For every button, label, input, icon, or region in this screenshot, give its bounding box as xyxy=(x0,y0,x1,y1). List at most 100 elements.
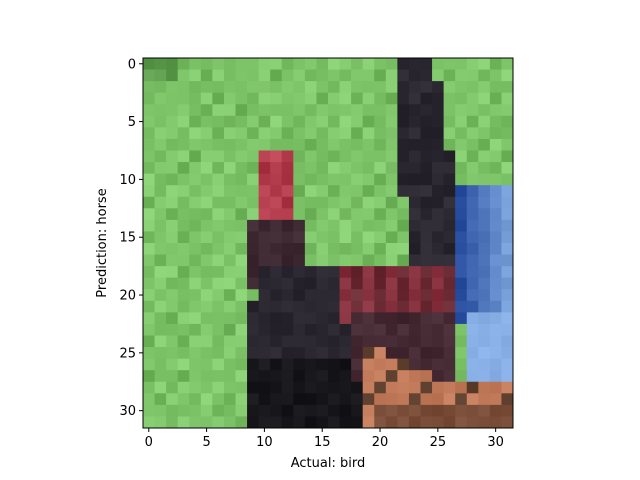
image-pixel xyxy=(177,185,190,198)
image-pixel xyxy=(328,393,340,406)
image-pixel xyxy=(304,231,317,244)
image-pixel xyxy=(489,254,502,267)
pixel-image xyxy=(143,58,514,429)
image-pixel xyxy=(304,138,317,151)
image-pixel xyxy=(189,393,202,406)
image-pixel xyxy=(270,219,283,232)
image-pixel xyxy=(328,92,340,105)
image-pixel xyxy=(177,243,190,255)
image-pixel xyxy=(478,358,491,371)
image-pixel xyxy=(247,104,260,117)
image-pixel xyxy=(212,162,225,175)
image-pixel xyxy=(455,393,468,406)
image-pixel xyxy=(189,254,202,267)
image-pixel xyxy=(212,381,225,394)
image-pixel xyxy=(443,196,456,209)
image-pixel xyxy=(293,277,306,290)
image-pixel xyxy=(304,243,317,255)
image-pixel xyxy=(408,127,421,140)
image-pixel xyxy=(293,381,306,394)
image-pixel xyxy=(478,208,491,221)
image-pixel xyxy=(432,162,445,175)
image-pixel xyxy=(200,393,213,406)
image-pixel xyxy=(374,196,387,209)
image-pixel xyxy=(189,58,202,70)
image-pixel xyxy=(200,323,213,336)
image-pixel xyxy=(339,69,352,82)
image-pixel xyxy=(177,404,190,417)
image-pixel xyxy=(432,81,445,94)
image-pixel xyxy=(501,312,514,325)
image-pixel xyxy=(212,347,225,360)
x-tick-label: 20 xyxy=(372,435,389,450)
image-pixel xyxy=(374,323,387,336)
image-pixel xyxy=(466,335,479,348)
image-pixel xyxy=(385,312,398,325)
image-pixel xyxy=(455,323,468,336)
image-pixel xyxy=(339,92,352,105)
image-pixel xyxy=(501,138,514,151)
image-pixel xyxy=(397,266,410,279)
image-pixel xyxy=(212,323,225,336)
image-pixel xyxy=(143,347,155,360)
image-pixel xyxy=(420,196,433,209)
image-pixel xyxy=(339,335,352,348)
image-pixel xyxy=(339,416,352,429)
image-pixel xyxy=(339,358,352,371)
image-pixel xyxy=(154,173,167,186)
image-pixel xyxy=(316,185,329,198)
image-pixel xyxy=(270,277,283,290)
image-pixel xyxy=(501,277,514,290)
image-pixel xyxy=(293,404,306,417)
image-pixel xyxy=(408,185,421,198)
image-pixel xyxy=(397,115,410,128)
image-pixel xyxy=(258,335,271,348)
image-pixel xyxy=(385,393,398,406)
image-pixel xyxy=(247,404,260,417)
image-pixel xyxy=(200,404,213,417)
image-pixel xyxy=(443,358,456,371)
image-pixel xyxy=(397,208,410,221)
image-pixel xyxy=(177,81,190,94)
image-pixel xyxy=(374,300,387,313)
image-pixel xyxy=(200,81,213,94)
image-pixel xyxy=(143,381,155,394)
image-pixel xyxy=(455,92,468,105)
image-pixel xyxy=(281,81,294,94)
image-pixel xyxy=(316,370,329,383)
image-pixel xyxy=(501,358,514,371)
image-pixel xyxy=(432,289,445,302)
image-pixel xyxy=(177,277,190,290)
image-pixel xyxy=(328,243,340,255)
image-pixel xyxy=(489,231,502,244)
image-pixel xyxy=(223,69,236,82)
image-pixel xyxy=(466,254,479,267)
image-pixel xyxy=(362,104,375,117)
image-pixel xyxy=(235,127,248,140)
image-pixel xyxy=(293,115,306,128)
image-pixel xyxy=(281,150,294,163)
image-pixel xyxy=(200,58,213,70)
image-pixel xyxy=(212,150,225,163)
image-pixel xyxy=(328,370,340,383)
image-pixel xyxy=(432,381,445,394)
image-pixel xyxy=(304,404,317,417)
image-pixel xyxy=(235,381,248,394)
image-pixel xyxy=(270,81,283,94)
image-pixel xyxy=(328,150,340,163)
image-pixel xyxy=(270,312,283,325)
image-pixel xyxy=(489,81,502,94)
image-pixel xyxy=(270,370,283,383)
image-pixel xyxy=(385,196,398,209)
image-pixel xyxy=(189,231,202,244)
image-pixel xyxy=(374,162,387,175)
image-pixel xyxy=(293,370,306,383)
image-pixel xyxy=(455,138,468,151)
image-pixel xyxy=(501,81,514,94)
image-pixel xyxy=(154,231,167,244)
image-pixel xyxy=(362,185,375,198)
image-pixel xyxy=(177,266,190,279)
image-pixel xyxy=(432,196,445,209)
image-pixel xyxy=(200,231,213,244)
